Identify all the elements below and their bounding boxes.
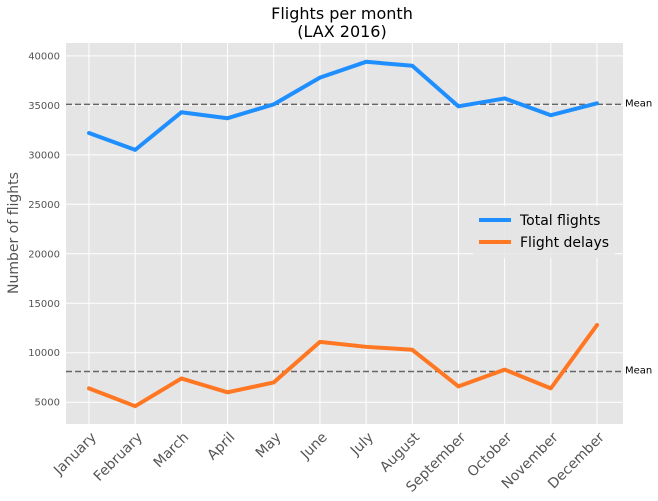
y-tick-label: 10000 — [28, 348, 60, 359]
y-tick-label: 15000 — [28, 299, 60, 310]
y-tick-label: 35000 — [28, 101, 60, 112]
x-tick-label: May — [253, 430, 285, 462]
x-tick-label: March — [151, 430, 192, 471]
y-tick-label: 30000 — [28, 150, 60, 161]
y-tick-label: 25000 — [28, 200, 60, 211]
series-lines — [87, 59, 599, 409]
y-tick-label: 5000 — [35, 398, 60, 409]
legend-label-delays: Flight delays — [520, 235, 609, 251]
chart-title: Flights per month — [271, 4, 413, 23]
mean-lines: Mean Mean — [66, 98, 652, 377]
grid-lines — [66, 43, 623, 424]
legend-label-total: Total flights — [519, 213, 600, 229]
x-tick-label: June — [297, 430, 331, 464]
y-axis-ticks: 5000 10000 15000 20000 25000 30000 35000 40000 — [28, 51, 60, 408]
chart-subtitle: (LAX 2016) — [297, 22, 386, 41]
series-line-total-flights — [87, 59, 599, 152]
mean-label: Mean — [625, 98, 652, 109]
mean-label: Mean — [625, 366, 652, 377]
y-axis-label: Number of flights — [6, 172, 22, 294]
y-tick-label: 40000 — [28, 51, 60, 62]
x-tick-label: August — [377, 429, 423, 475]
x-tick-label: April — [204, 430, 238, 464]
x-tick-label: July — [347, 430, 377, 460]
x-tick-label: February — [91, 430, 146, 485]
legend: Total flights Flight delays — [473, 206, 615, 258]
y-tick-label: 20000 — [28, 249, 60, 260]
series-line-flight-delays — [87, 323, 599, 409]
